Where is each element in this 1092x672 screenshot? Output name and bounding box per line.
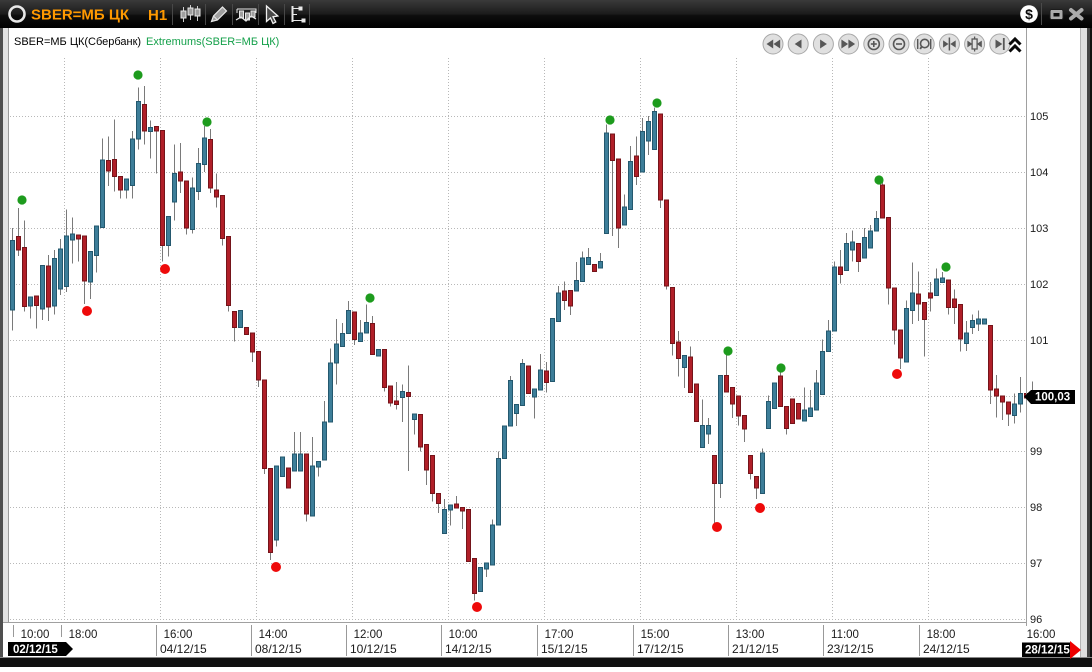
svg-text:104: 104 [1030, 167, 1048, 179]
svg-text:$: $ [1025, 6, 1033, 22]
svg-text:16:00: 16:00 [164, 629, 193, 641]
svg-text:08/12/15: 08/12/15 [255, 642, 302, 656]
svg-text:18:00: 18:00 [69, 629, 98, 641]
svg-text:H1: H1 [148, 7, 167, 24]
svg-text:98: 98 [1030, 502, 1042, 514]
svg-text:105: 105 [1030, 111, 1048, 123]
svg-text:17:00: 17:00 [545, 629, 574, 641]
svg-text:10:00: 10:00 [21, 629, 50, 641]
svg-text:100,03: 100,03 [1035, 392, 1070, 404]
svg-text:28/12/15: 28/12/15 [1025, 645, 1070, 657]
svg-text:SBER=МБ ЦК(Сбербанк): SBER=МБ ЦК(Сбербанк) [14, 36, 141, 48]
svg-text:15:00: 15:00 [641, 629, 670, 641]
svg-text:11:00: 11:00 [831, 629, 859, 641]
svg-text:17/12/15: 17/12/15 [637, 642, 684, 656]
svg-text:24/12/15: 24/12/15 [923, 642, 970, 656]
svg-text:13:00: 13:00 [736, 629, 765, 641]
svg-text:10/12/15: 10/12/15 [350, 642, 397, 656]
svg-text:16:00: 16:00 [1027, 629, 1056, 641]
svg-text:04/12/15: 04/12/15 [160, 642, 207, 656]
svg-text:12:00: 12:00 [354, 629, 383, 641]
svg-text:18:00: 18:00 [927, 629, 956, 641]
svg-text:02/12/15: 02/12/15 [13, 644, 58, 656]
svg-text:Extremums(SBER=МБ ЦК): Extremums(SBER=МБ ЦК) [146, 36, 279, 48]
svg-text:102: 102 [1030, 279, 1048, 291]
svg-text:14/12/15: 14/12/15 [445, 642, 492, 656]
svg-text:21/12/15: 21/12/15 [732, 642, 779, 656]
svg-text:101: 101 [1030, 335, 1048, 347]
svg-text:96: 96 [1030, 614, 1042, 626]
svg-text:97: 97 [1030, 558, 1042, 570]
svg-text:23/12/15: 23/12/15 [827, 642, 874, 656]
svg-text:14:00: 14:00 [259, 629, 288, 641]
svg-text:103: 103 [1030, 223, 1048, 235]
svg-text:10:00: 10:00 [449, 629, 478, 641]
svg-text:99: 99 [1030, 446, 1042, 458]
svg-text:15/12/15: 15/12/15 [541, 642, 588, 656]
svg-text:SBER=МБ ЦК: SBER=МБ ЦК [31, 7, 130, 24]
